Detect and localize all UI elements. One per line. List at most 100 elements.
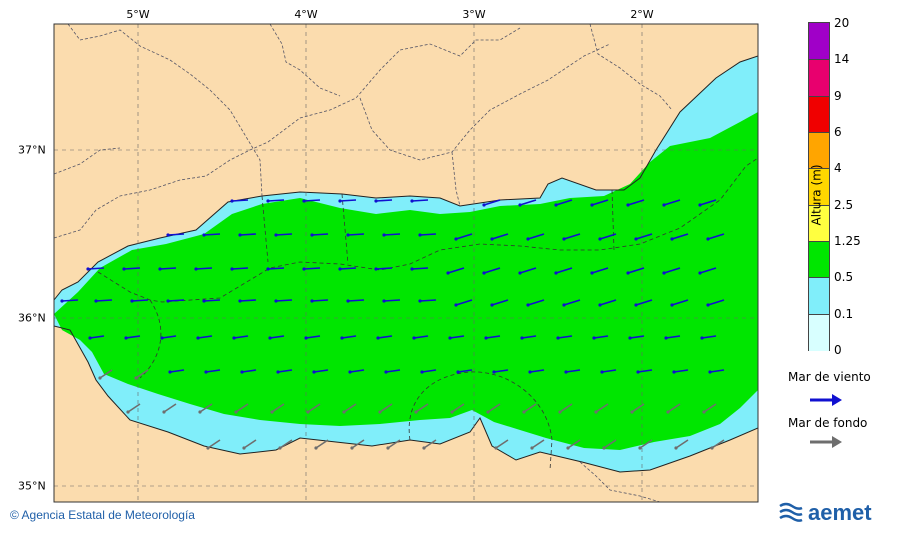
- arrow-head: [302, 199, 306, 203]
- swell-label: Mar de fondo: [788, 416, 868, 430]
- arrow-head: [98, 376, 102, 380]
- arrow-head: [418, 299, 422, 303]
- wind-sea-arrow: [275, 299, 293, 302]
- arrow-head: [238, 233, 242, 237]
- wind-sea-arrow: [627, 199, 645, 206]
- wind-sea-arrow: [483, 267, 501, 274]
- wind-sea-arrow: [89, 335, 105, 339]
- arrow-head: [494, 446, 498, 450]
- wind-sea-arrow: [455, 233, 473, 240]
- wind-sea-arrow: [267, 199, 285, 202]
- swell-arrow: [675, 439, 689, 449]
- wind-sea-arrow: [599, 233, 617, 240]
- colorbar-tick: 2.5: [834, 197, 854, 212]
- wind-sea-arrow-key: [810, 394, 842, 406]
- arrow-head: [666, 410, 670, 414]
- wind-sea-arrow: [529, 369, 545, 373]
- colorbar-segment: [809, 23, 829, 60]
- arrow-head: [634, 303, 638, 307]
- lat-tick-label: 37°N: [18, 143, 46, 157]
- wind-sea-arrow: [383, 299, 401, 302]
- wind-sea-arrow: [485, 335, 501, 339]
- wind-sea-arrow: [411, 267, 429, 270]
- wind-sea-arrow: [673, 369, 689, 373]
- wind-sea-arrow: [491, 233, 509, 240]
- swell-arrow: [271, 403, 285, 413]
- arrow-head: [526, 237, 530, 241]
- wave-direction-arrows: [60, 199, 725, 450]
- arrow-head: [274, 233, 278, 237]
- arrow-head: [710, 446, 714, 450]
- arrow-head: [382, 299, 386, 303]
- wind-sea-arrow: [519, 199, 537, 206]
- arrow-head: [340, 336, 344, 340]
- wind-sea-arrow: [457, 369, 473, 373]
- arrow-head: [484, 336, 488, 340]
- arrow-head: [302, 267, 306, 271]
- arrow-head: [376, 336, 380, 340]
- arrow-head: [126, 410, 130, 414]
- arrow-head: [626, 203, 630, 207]
- arrow-head: [590, 271, 594, 275]
- lon-tick-label: 5°W: [126, 8, 150, 21]
- swell-arrow: [523, 403, 537, 413]
- wind-sea-arrow: [629, 335, 645, 339]
- wind-sea-arrow: [277, 369, 293, 373]
- wind-sea-arrow: [699, 267, 717, 274]
- wind-sea-arrow: [377, 335, 393, 339]
- wind-sea-arrow: [305, 335, 321, 339]
- swell-arrow: [631, 403, 645, 413]
- arrow-head: [276, 370, 280, 374]
- arrow-head: [672, 370, 676, 374]
- wind-sea-arrow: [555, 267, 573, 274]
- coastline-africa: [54, 325, 758, 473]
- colorbar-tick: 0.1: [834, 306, 854, 321]
- wind-sea-arrow: [375, 267, 393, 270]
- wind-sea-arrow: [635, 233, 653, 240]
- swell-arrow: [639, 439, 653, 449]
- arrow-head: [708, 370, 712, 374]
- wind-sea-arrow: [375, 199, 393, 202]
- arrow-head: [202, 233, 206, 237]
- swell-arrow: [207, 439, 221, 449]
- wind-sea-arrow: [521, 335, 537, 339]
- arrow-head: [674, 446, 678, 450]
- colorbar-tick: 4: [834, 161, 842, 176]
- arrow-head: [486, 410, 490, 414]
- arrow-head: [566, 446, 570, 450]
- arrow-head: [160, 336, 164, 340]
- arrow-head: [670, 303, 674, 307]
- colorbar-tick: 0: [834, 343, 842, 357]
- colorbar-tick: 1.25: [834, 234, 861, 248]
- arrow-head: [338, 199, 342, 203]
- wind-sea-arrow: [527, 233, 545, 240]
- province-borders: [54, 24, 673, 502]
- swell-arrow: [163, 403, 177, 413]
- wind-sea-arrow: [637, 369, 653, 373]
- arrow-head: [522, 410, 526, 414]
- arrow-head: [558, 410, 562, 414]
- wind-sea-arrow: [563, 299, 581, 306]
- wind-sea-arrow: [311, 299, 329, 302]
- swell-arrow: [531, 439, 545, 449]
- arrow-head: [602, 446, 606, 450]
- swell-arrow: [415, 403, 429, 413]
- arrow-head: [412, 336, 416, 340]
- swell-arrow: [343, 403, 357, 413]
- wind-sea-arrow: [95, 299, 113, 302]
- arrow-head: [166, 299, 170, 303]
- aemet-logo[interactable]: aemet: [778, 500, 872, 526]
- arrow-head: [230, 199, 234, 203]
- colorbar-segment: [809, 59, 829, 98]
- wind-sea-arrow: [493, 369, 509, 373]
- arrow-head: [662, 271, 666, 275]
- wind-sea-arrow: [707, 233, 725, 240]
- wind-sea-arrow: [707, 299, 725, 306]
- arrow-head: [410, 199, 414, 203]
- wind-sea-arrow: [385, 369, 401, 373]
- wind-sea-arrow: [205, 369, 221, 373]
- colorbar-tick: 6: [834, 125, 842, 139]
- arrow-head: [700, 336, 704, 340]
- wind-sea-arrow: [663, 267, 681, 274]
